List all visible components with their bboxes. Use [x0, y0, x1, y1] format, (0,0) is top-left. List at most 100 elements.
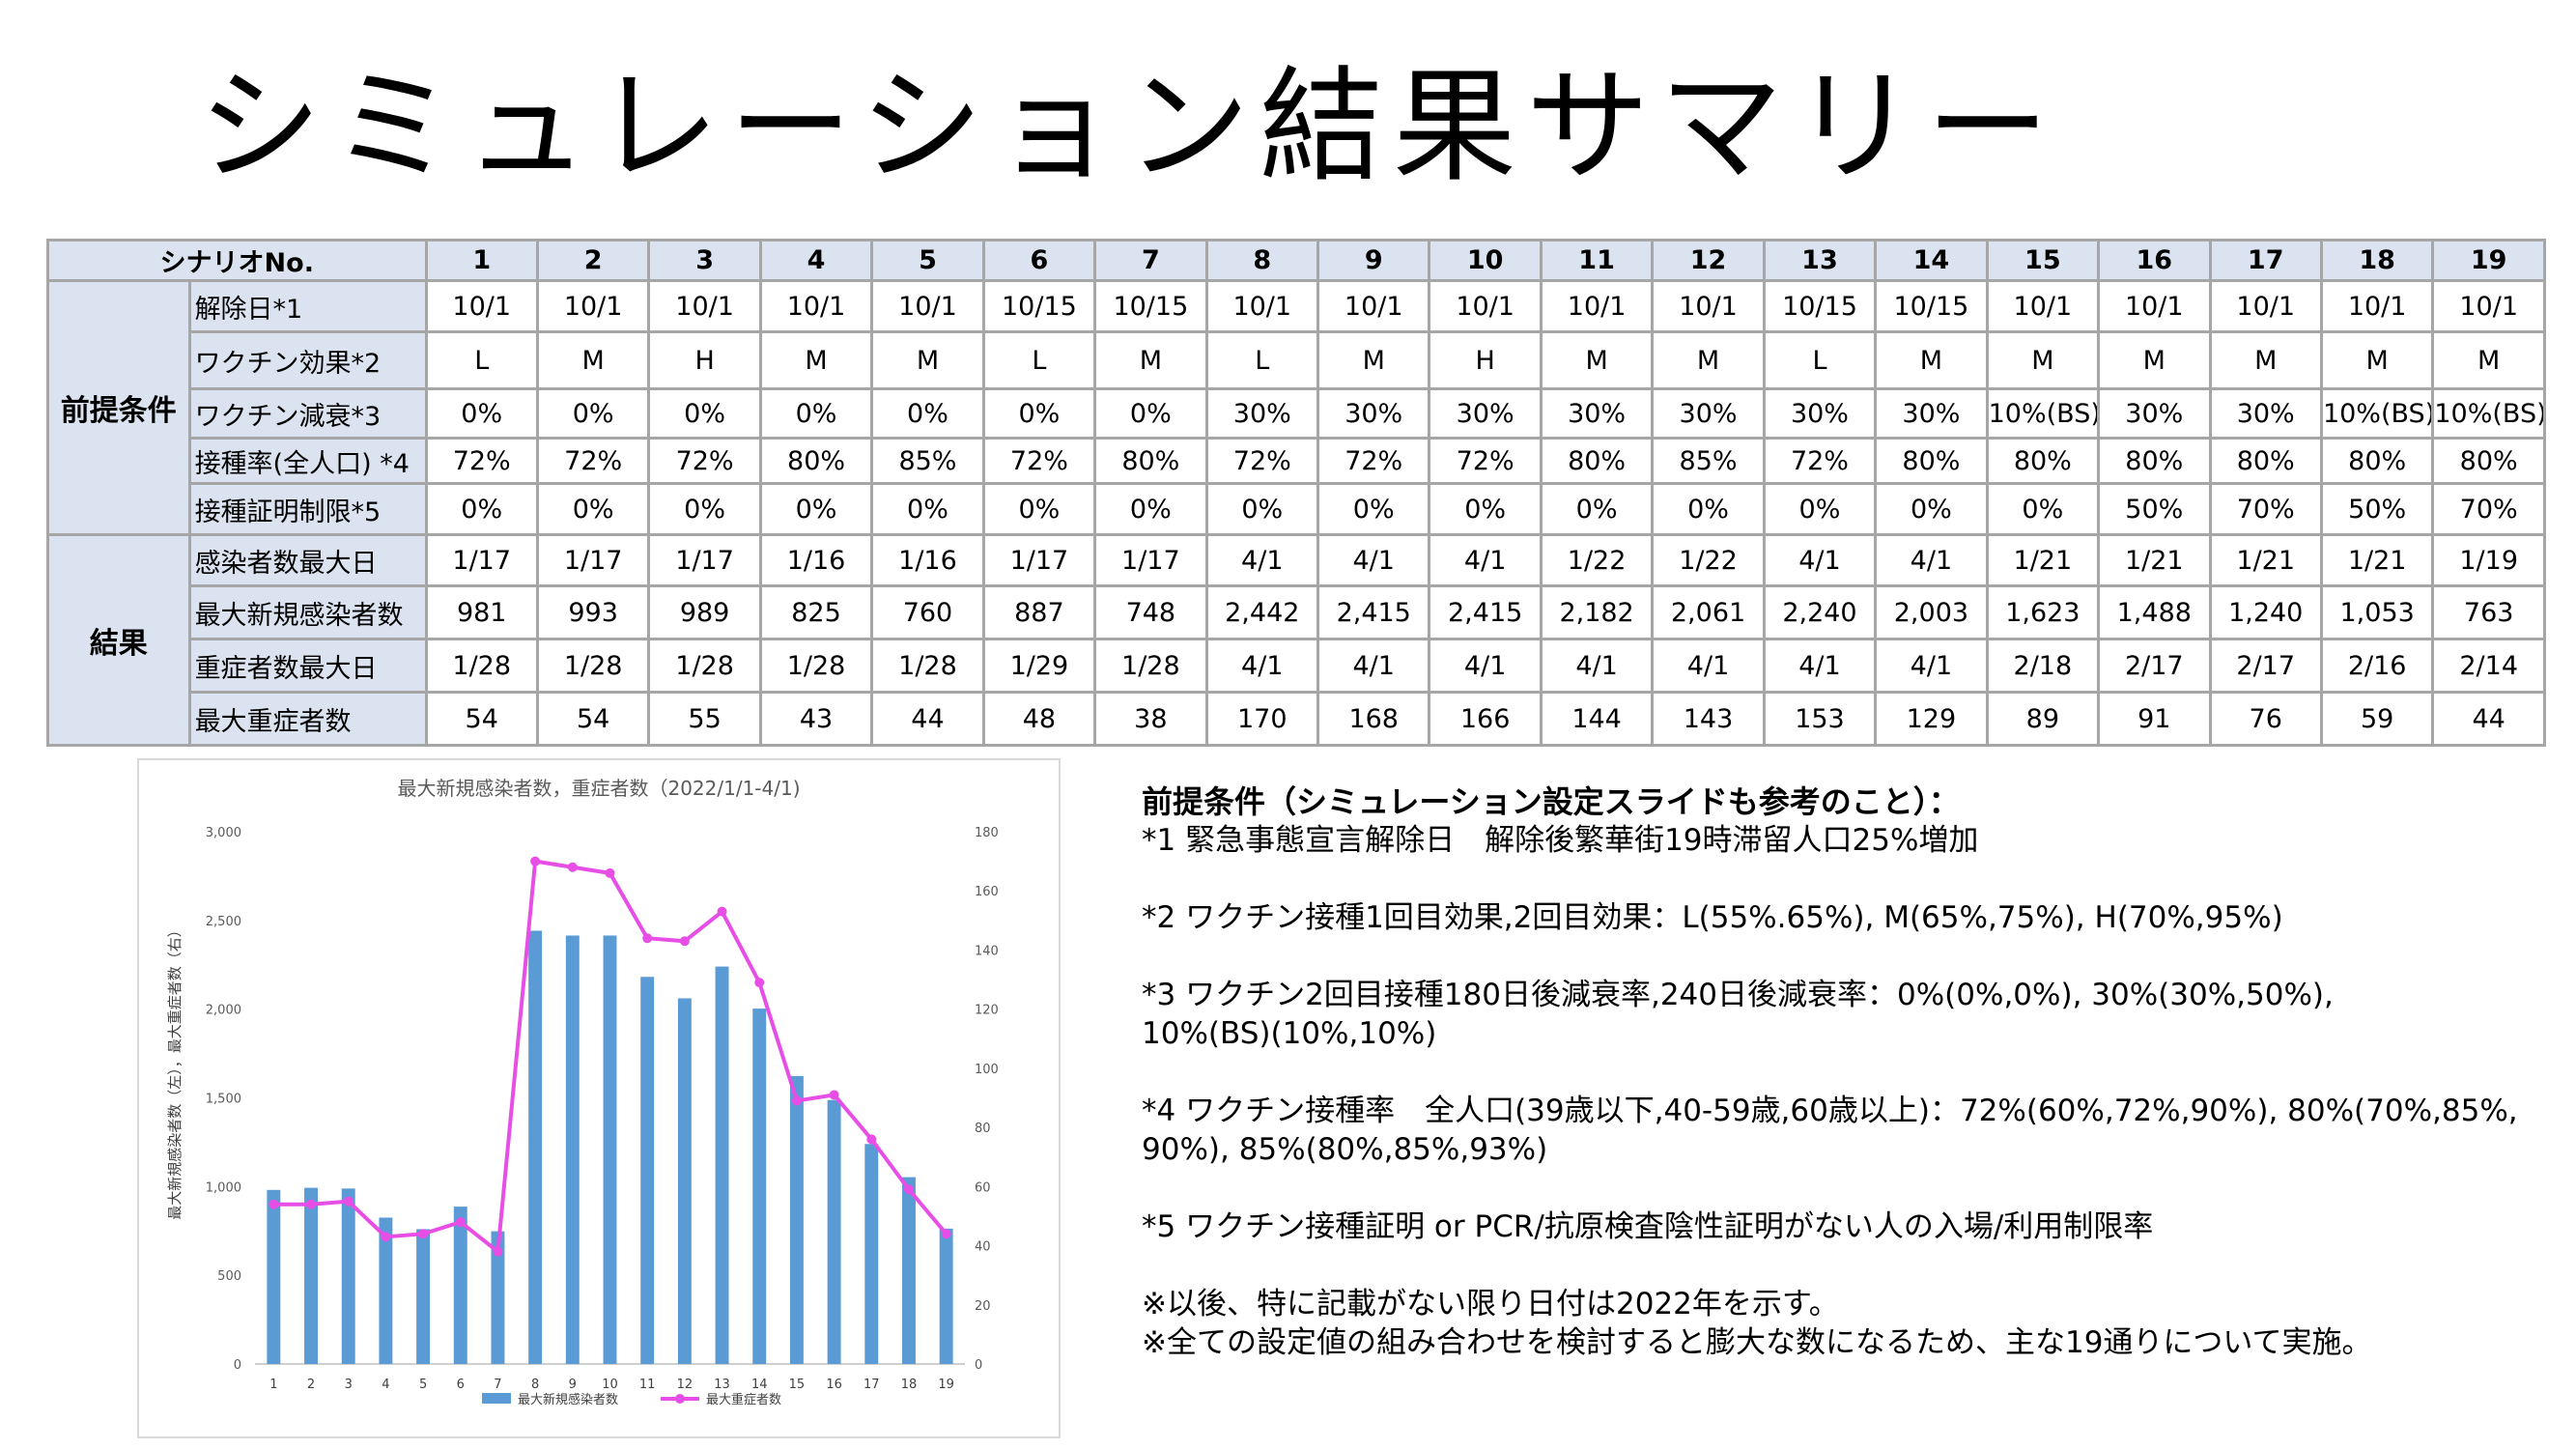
- table-cell: M: [2319, 330, 2435, 390]
- table-cell: 80%: [1093, 437, 1208, 485]
- table-cell: 10/1: [1539, 279, 1655, 333]
- table-cell: 55: [647, 691, 762, 747]
- y2-tick-label: 80: [975, 1122, 991, 1136]
- table-cell: 4/1: [1316, 638, 1431, 694]
- table-cell: 72%: [1204, 437, 1320, 485]
- scenario-number: 5: [870, 239, 985, 282]
- table-cell: 4/1: [1874, 638, 1989, 694]
- x-tick-label: 11: [639, 1378, 656, 1392]
- table-cell: 981: [424, 584, 539, 640]
- table-cell: M: [1985, 330, 2101, 390]
- table-cell: 85%: [870, 437, 985, 485]
- table-cell: 825: [758, 584, 874, 640]
- table-cell: 0%: [1093, 482, 1208, 536]
- table-cell: 993: [535, 584, 651, 640]
- table-cell: 1/16: [870, 533, 985, 587]
- table-cell: 44: [2431, 691, 2546, 747]
- bar: [341, 1188, 355, 1364]
- table-cell: 10/15: [1874, 279, 1989, 333]
- table-cell: 54: [535, 691, 651, 747]
- table-cell: M: [2208, 330, 2323, 390]
- table-cell: 30%: [1539, 387, 1655, 440]
- chart-title: 最大新規感染者数，重症者数（2022/1/1-4/1): [397, 777, 800, 800]
- x-tick-label: 15: [789, 1378, 806, 1392]
- table-cell: 2/18: [1985, 638, 2101, 694]
- note-item: *4 ワクチン接種率 全人口(39歳以下,40-59歳,60歳以上)：72%(6…: [1142, 1094, 2518, 1167]
- table-cell: 4/1: [1204, 533, 1320, 587]
- table-cell: 10/1: [535, 279, 651, 333]
- scenario-number: 10: [1428, 239, 1543, 282]
- table-cell: 0%: [758, 482, 874, 536]
- table-cell: 80%: [1539, 437, 1655, 485]
- table-cell: 30%: [1651, 387, 1766, 440]
- line-point: [829, 1090, 839, 1100]
- table-cell: 1/28: [1093, 638, 1208, 694]
- table-cell: 54: [424, 691, 539, 747]
- bar: [864, 1144, 879, 1364]
- legend-label: 最大新規感染者数: [518, 1392, 618, 1407]
- table-cell: 4/1: [1316, 533, 1431, 587]
- table-cell: 143: [1651, 691, 1766, 747]
- y-tick-label: 2,500: [206, 915, 241, 929]
- table-cell: 1/17: [1093, 533, 1208, 587]
- scenario-number: 9: [1316, 239, 1431, 282]
- table-cell: 80%: [1874, 437, 1989, 485]
- table-cell: 10/1: [1985, 279, 2101, 333]
- row-label: ワクチン減衰*3: [187, 387, 428, 440]
- table-cell: 10/1: [1204, 279, 1320, 333]
- table-cell: 0%: [424, 387, 539, 440]
- bar: [304, 1187, 318, 1364]
- table-cell: 0%: [1316, 482, 1431, 536]
- table-cell: 0%: [535, 387, 651, 440]
- row-group-label: 結果: [46, 533, 191, 747]
- table-cell: 1/29: [981, 638, 1097, 694]
- table-cell: 1/17: [647, 533, 762, 587]
- table-cell: L: [1762, 330, 1878, 390]
- table-cell: 0%: [1093, 387, 1208, 440]
- table-cell: 2,442: [1204, 584, 1320, 640]
- bar: [939, 1228, 953, 1364]
- row-label: 解除日*1: [187, 279, 428, 333]
- row-group-label: 前提条件: [46, 279, 191, 536]
- table-cell: M: [1874, 330, 1989, 390]
- row-label: 接種証明制限*5: [187, 482, 428, 536]
- table-cell: 72%: [535, 437, 651, 485]
- table-cell: 1/28: [647, 638, 762, 694]
- line-point: [791, 1095, 802, 1106]
- table-row: 重症者数最大日 1/28 1/28 1/28 1/28 1/28 1/29 1/28 4/1 4/…: [48, 638, 2546, 694]
- table-cell: 10/1: [647, 279, 762, 333]
- table-cell: 30%: [1762, 387, 1878, 440]
- x-tick-label: 1: [269, 1378, 277, 1392]
- table-cell: 153: [1762, 691, 1878, 747]
- table-cell: 85%: [1651, 437, 1766, 485]
- table-cell: 10/15: [1762, 279, 1878, 333]
- table-cell: 0%: [1428, 482, 1543, 536]
- table-row: ワクチン減衰*3 0% 0% 0% 0% 0% 0% 0% 30% 30% 30% 30% 30% 30%…: [48, 387, 2546, 440]
- table-cell: 0%: [870, 387, 985, 440]
- y2-tick-label: 160: [975, 885, 999, 899]
- line-point: [717, 906, 727, 917]
- table-cell: 4/1: [1762, 638, 1878, 694]
- scenario-number: 8: [1204, 239, 1320, 282]
- line-point: [343, 1196, 354, 1207]
- chart-canvas: 最大新規感染者数，重症者数（2022/1/1-4/1) 最大新規感染者数（左），…: [166, 777, 999, 1407]
- table-cell: M: [758, 330, 874, 390]
- table-cell: L: [1204, 330, 1320, 390]
- table-cell: 59: [2319, 691, 2435, 747]
- x-tick-label: 10: [602, 1378, 618, 1392]
- line-point: [455, 1217, 466, 1228]
- table-cell: 0%: [1874, 482, 1989, 536]
- line-point: [679, 936, 690, 947]
- table-cell: 76: [2208, 691, 2323, 747]
- table-cell: 1/21: [1985, 533, 2101, 587]
- x-tick-label: 17: [863, 1378, 880, 1392]
- scenario-number: 19: [2431, 239, 2546, 282]
- scenario-number: 4: [758, 239, 874, 282]
- chart-legend: 最大新規感染者数 最大重症者数: [482, 1392, 781, 1407]
- table-row: 結果 感染者数最大日 1/17 1/17 1/17 1/16 1/16 1/17 1/17 4/1…: [46, 533, 2546, 747]
- slide-title: シミュレーション結果サマリー: [198, 55, 2059, 199]
- x-tick-label: 14: [751, 1378, 768, 1392]
- legend-marker: [675, 1394, 685, 1404]
- table-cell: 4/1: [1539, 638, 1655, 694]
- bar: [677, 998, 692, 1364]
